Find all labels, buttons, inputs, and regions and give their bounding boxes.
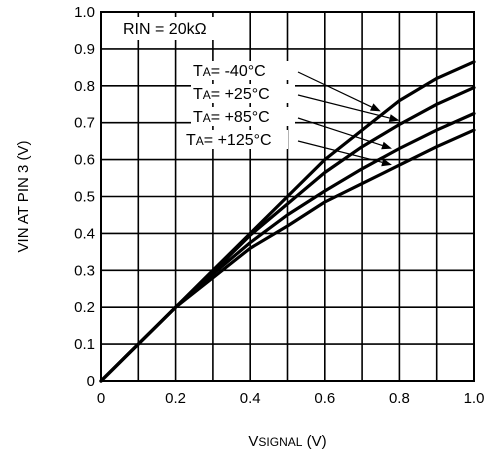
series-arrow-line <box>297 140 383 163</box>
x-tick-label: 1.0 <box>464 390 485 407</box>
series-label-value: = +25°C <box>211 86 270 103</box>
y-tick-label: 0.7 <box>74 115 95 132</box>
x-tick-label: 0.4 <box>240 390 261 407</box>
series-label-sub: A <box>196 134 204 148</box>
series-label-prefix: T <box>193 86 203 103</box>
series-label-sub: A <box>203 88 211 102</box>
y-tick-label: 0.4 <box>74 225 95 242</box>
series-arrow-head <box>370 103 381 112</box>
series-label: TA= +25°C <box>193 86 270 103</box>
y-tick-label: 0.9 <box>74 41 95 58</box>
series-arrow-head <box>381 141 392 150</box>
y-tick-label: 0 <box>87 373 95 390</box>
x-axis-label-unit: (V) <box>302 433 326 450</box>
series-arrow-line <box>297 94 390 119</box>
series-arrow-line <box>297 117 383 147</box>
x-axis-label-main: V <box>248 433 258 450</box>
series-arrow-head <box>381 158 392 167</box>
series-label-background <box>191 61 295 80</box>
y-tick-label: 0.1 <box>74 336 95 353</box>
y-tick-label: 0.2 <box>74 299 95 316</box>
series-label-background <box>184 130 288 149</box>
series-group <box>99 60 476 383</box>
x-tick-label: 0.6 <box>314 390 335 407</box>
series-label-background <box>191 84 295 103</box>
series-label-value: = +85°C <box>211 109 270 126</box>
series-arrow-line <box>297 71 372 108</box>
series-label-sub: A <box>203 111 211 125</box>
series-label-background <box>191 107 295 126</box>
series-label: TA= +85°C <box>193 109 270 126</box>
series-label-prefix: T <box>193 63 203 80</box>
series-label-sub: A <box>203 65 211 79</box>
x-tick-label: 0 <box>97 390 105 407</box>
y-tick-label: 0.6 <box>74 152 95 169</box>
annotation-background <box>118 17 230 40</box>
x-axis-label-sub: SIGNAL <box>258 435 302 449</box>
y-axis-label: VIN AT PIN 3 (V) <box>15 141 32 253</box>
x-tick-label: 0.2 <box>165 390 186 407</box>
series-arrow-head <box>388 114 400 122</box>
series-line-4 <box>99 128 476 383</box>
series-label: TA= +125°C <box>186 132 272 149</box>
series-labels: TA= -40°CTA= +25°CTA= +85°CTA= +125°C <box>184 61 295 149</box>
series-label: TA= -40°C <box>193 63 266 80</box>
chart-annotation: RIN = 20kΩ <box>123 21 207 38</box>
series-label-value: = -40°C <box>211 63 266 80</box>
tick-labels: 0 0.1 0.2 0.3 0.4 0.5 0.6 0.7 0.8 0.9 1.0 0 0.2 0.4 0.… <box>74 4 484 407</box>
x-tick-label: 0.8 <box>389 390 410 407</box>
y-tick-label: 0.8 <box>74 78 95 95</box>
series-arrows <box>297 71 400 167</box>
plot-frame <box>100 11 475 382</box>
x-axis-label: VSIGNAL (V) <box>248 433 326 450</box>
series-label-prefix: T <box>186 132 196 149</box>
y-tick-label: 1.0 <box>74 4 95 21</box>
y-tick-label: 0.5 <box>74 189 95 206</box>
y-tick-label: 0.3 <box>74 262 95 279</box>
series-label-prefix: T <box>193 109 203 126</box>
series-label-value: = +125°C <box>204 132 272 149</box>
